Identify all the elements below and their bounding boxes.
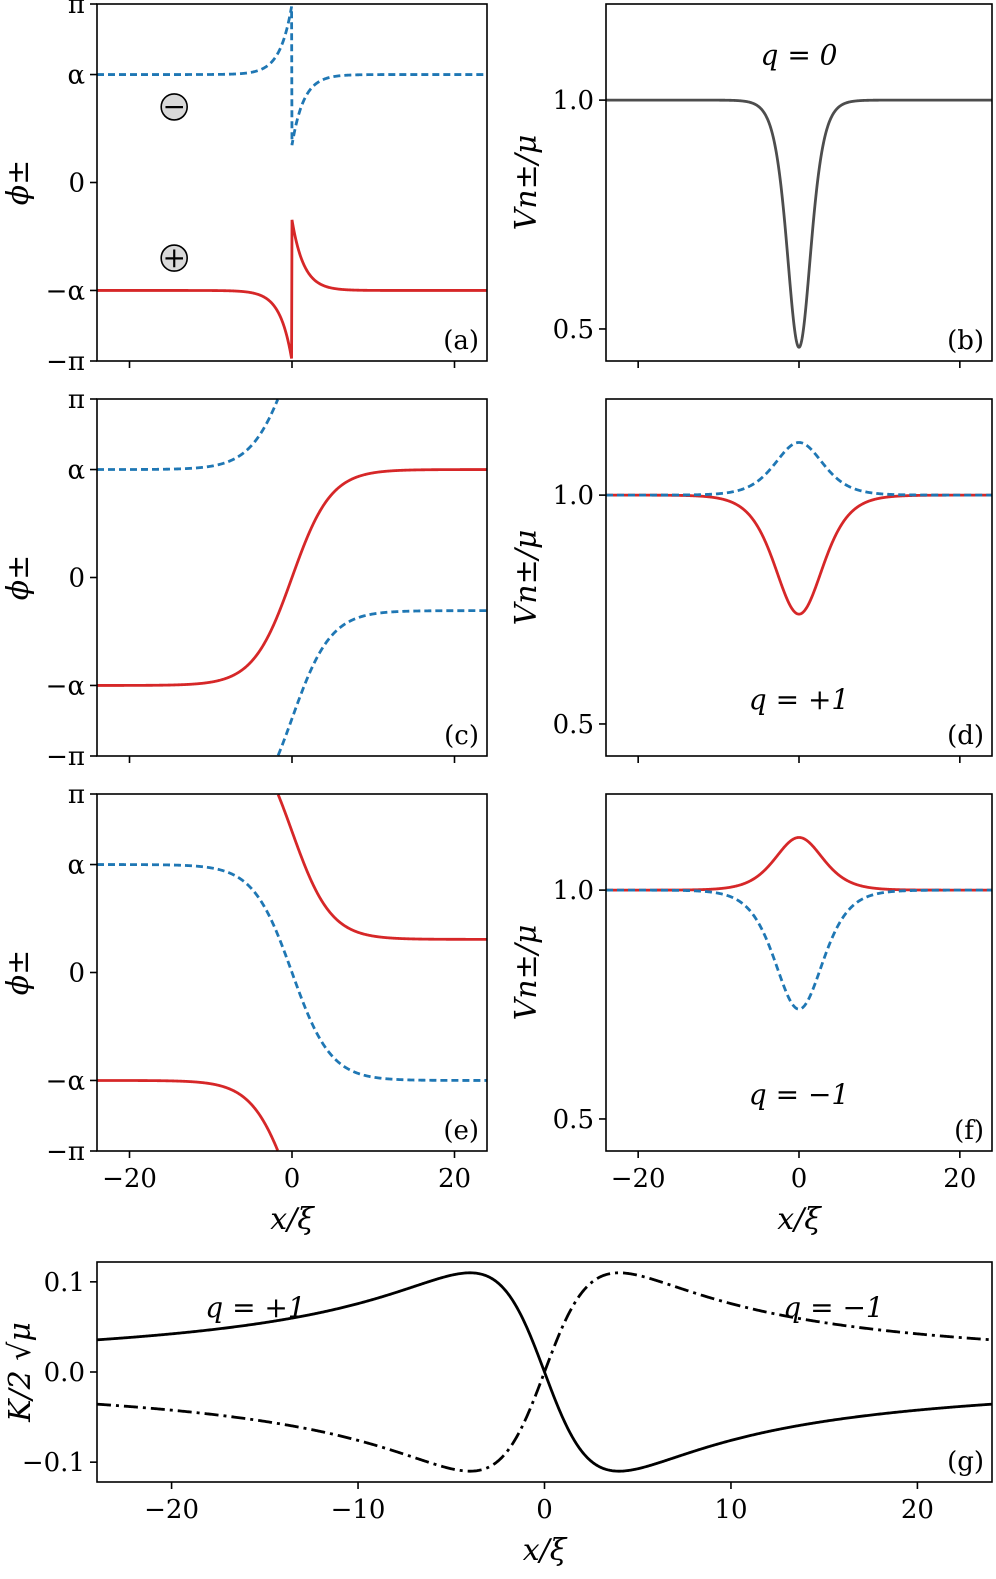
charge-symbol-1: + <box>162 241 185 274</box>
panel-d: 0.5 1.0 (d) q = +1 <box>553 398 993 763</box>
panel-label-f: (f) <box>954 1116 984 1146</box>
frame-b <box>605 3 993 362</box>
frame-a <box>96 3 488 362</box>
xtick-label-e-2: 20 <box>438 1164 471 1194</box>
panel-b: 0.5 1.0 (b) q = 0 <box>553 3 993 368</box>
ylabel-c: ϕ± <box>1 555 36 601</box>
frame-d <box>605 398 993 757</box>
xtick-label-g-0: −20 <box>144 1495 199 1525</box>
ytick-label-a-4: π <box>68 0 85 20</box>
xlabel-e: x/ξ <box>270 1202 315 1237</box>
xtick-label-f-0: −20 <box>611 1164 666 1194</box>
annotation-b: q = 0 <box>761 38 838 71</box>
xlabel-f: x/ξ <box>777 1202 822 1237</box>
ylabel-a: ϕ± <box>1 160 36 206</box>
ytick-label-a-0: −π <box>46 347 85 377</box>
frame-g <box>96 1261 993 1483</box>
xtick-label-g-3: 10 <box>714 1495 747 1525</box>
xtick-label-f-2: 20 <box>943 1164 976 1194</box>
series-e-1 <box>97 863 487 1082</box>
ytick-label-b-0: 0.5 <box>553 315 594 345</box>
panel-a: −π −α 0 α π (a) − + <box>46 0 488 377</box>
ytick-label-c-4: π <box>68 385 85 415</box>
ytick-label-e-3: α <box>67 851 85 881</box>
ytick-label-c-3: α <box>67 456 85 486</box>
annotation-d: q = +1 <box>749 683 849 716</box>
panel-e: −π −α 0 α π −20 0 20 (e) <box>46 780 488 1194</box>
panel-label-e: (e) <box>443 1116 479 1146</box>
ylabel-f: Vn±/μ <box>509 925 544 1021</box>
series-d-0 <box>606 493 992 616</box>
xtick-label-f-1: 0 <box>791 1164 808 1194</box>
series-label-g-1: q = −1 <box>783 1291 883 1324</box>
frame-c <box>96 398 488 757</box>
series-g-0 <box>97 1271 992 1473</box>
xtick-label-e-0: −20 <box>102 1164 157 1194</box>
frame-f <box>605 793 993 1152</box>
panel-label-c: (c) <box>444 721 479 751</box>
ytick-label-d-0: 0.5 <box>553 710 594 740</box>
charge-symbol-0: − <box>162 90 185 123</box>
ytick-label-f-1: 1.0 <box>553 876 594 906</box>
series-label-g-0: q = +1 <box>205 1291 305 1324</box>
series-e-0 <box>97 794 487 1151</box>
ytick-label-e-4: π <box>68 780 85 810</box>
ytick-label-a-3: α <box>67 61 85 91</box>
ytick-label-a-2: 0 <box>68 169 85 199</box>
series-a-1 <box>97 6 487 146</box>
xlabel-g: x/ξ <box>523 1533 568 1568</box>
ytick-label-e-2: 0 <box>68 959 85 989</box>
panel-label-b: (b) <box>947 326 984 356</box>
ytick-label-c-1: −α <box>46 671 85 701</box>
panel-f: 0.5 1.0 −20 0 20 (f) q = −1 <box>553 793 993 1194</box>
series-a-0 <box>97 219 487 359</box>
series-b-0 <box>606 98 992 349</box>
ytick-label-b-1: 1.0 <box>553 86 594 116</box>
xtick-label-g-2: 0 <box>536 1495 553 1525</box>
series-c-1 <box>97 399 487 756</box>
panel-label-g: (g) <box>947 1447 984 1477</box>
charge-marker-plus <box>160 244 188 272</box>
panel-g: −0.1 0.0 0.1 −20 −10 0 10 20 (g) q = +1 q = −1 <box>22 1261 993 1525</box>
ytick-label-g-1: 0.0 <box>44 1358 85 1388</box>
series-c-0 <box>97 468 487 687</box>
series-f-1 <box>606 888 992 1011</box>
frame-e <box>96 793 488 1152</box>
ytick-label-a-1: −α <box>46 276 85 306</box>
ylabel-d: Vn±/μ <box>509 530 544 626</box>
ytick-label-e-1: −α <box>46 1066 85 1096</box>
series-f-0 <box>606 836 992 892</box>
panel-label-a: (a) <box>443 326 479 356</box>
annotation-f: q = −1 <box>749 1078 849 1111</box>
series-g-1 <box>97 1271 992 1473</box>
ytick-label-g-2: 0.1 <box>44 1268 85 1298</box>
ytick-label-d-1: 1.0 <box>553 481 594 511</box>
panel-c: −π −α 0 α π (c) <box>46 385 488 772</box>
ylabel-g: K/2 √μ <box>3 1322 38 1423</box>
xtick-label-e-1: 0 <box>284 1164 301 1194</box>
xtick-label-g-1: −10 <box>331 1495 386 1525</box>
ylabel-b: Vn±/μ <box>509 135 544 231</box>
series-d-1 <box>606 441 992 497</box>
ytick-label-c-0: −π <box>46 742 85 772</box>
charge-marker-minus <box>160 93 188 121</box>
ytick-label-f-0: 0.5 <box>553 1105 594 1135</box>
ylabel-e: ϕ± <box>1 950 36 996</box>
ytick-label-c-2: 0 <box>68 564 85 594</box>
ytick-label-g-0: −0.1 <box>22 1448 85 1478</box>
panel-label-d: (d) <box>947 721 984 751</box>
ytick-label-e-0: −π <box>46 1137 85 1167</box>
xtick-label-g-4: 20 <box>901 1495 934 1525</box>
